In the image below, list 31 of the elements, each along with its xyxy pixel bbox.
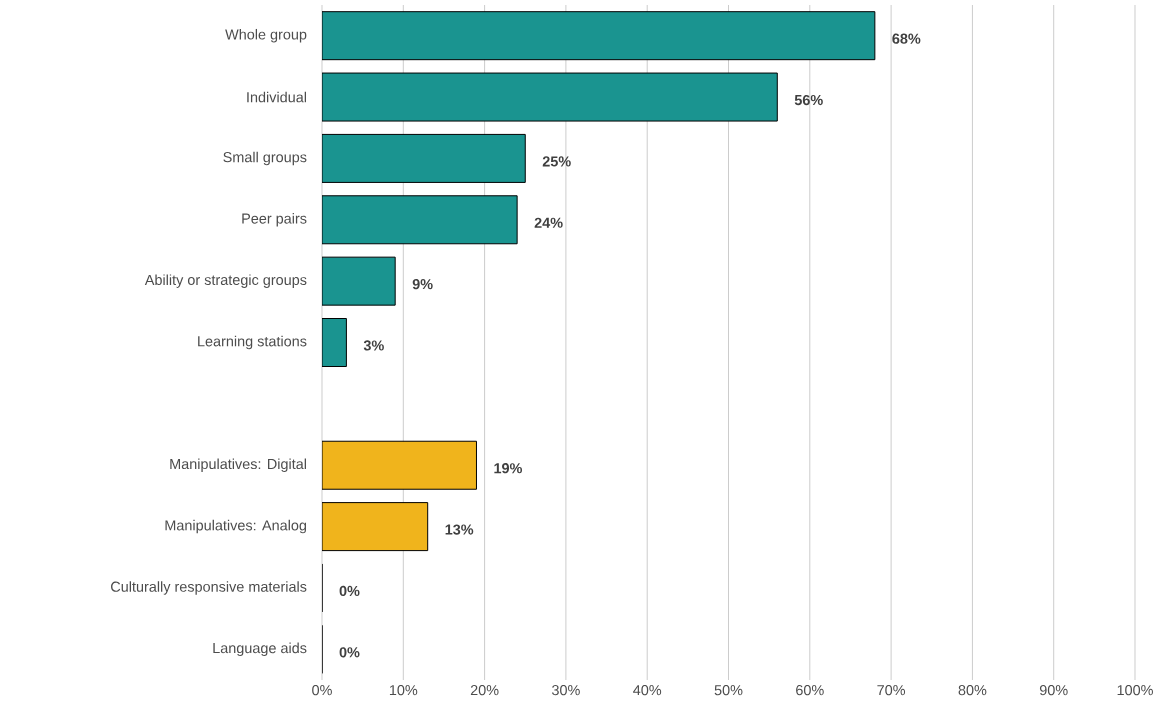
x-tick-label: 40%: [633, 685, 662, 696]
y-tick-label: Culturally responsive materials: [111, 581, 307, 595]
data-label: 0%: [339, 647, 360, 658]
data-label: 25%: [542, 156, 571, 167]
x-tick-label: 60%: [796, 685, 824, 696]
x-tick-label: 50%: [714, 685, 743, 696]
y-tick-label: Individual: [247, 91, 307, 103]
data-label: 0%: [339, 585, 360, 597]
y-tick-label: Whole group: [225, 28, 307, 43]
x-tick-label: 90%: [1039, 685, 1068, 696]
x-tick-label: 80%: [958, 685, 987, 696]
y-tick-label: Peer pairs: [242, 213, 307, 227]
y-tick-label: Ability or strategic groups: [144, 274, 307, 288]
data-label: 68%: [892, 33, 921, 44]
data-label: 56%: [794, 94, 823, 106]
x-tick-label: 20%: [470, 685, 499, 696]
y-tick-label: Manipulatives: Analog: [165, 519, 307, 534]
x-tick-label: 10%: [389, 685, 418, 696]
data-label: 9%: [412, 279, 433, 290]
data-label: 3%: [363, 340, 384, 351]
data-label: 19%: [494, 463, 523, 474]
data-label: 24%: [534, 217, 563, 228]
data-label: 13%: [445, 524, 474, 535]
y-tick-label: Language aids: [213, 642, 307, 657]
y-tick-label: Small groups: [223, 151, 307, 166]
y-tick-label: Learning stations: [198, 335, 307, 350]
x-tick-label: 100%: [1117, 685, 1153, 696]
x-tick-label: 30%: [551, 685, 580, 696]
x-tick-label: 70%: [877, 685, 906, 696]
x-tick-label: 0%: [312, 685, 332, 696]
y-tick-label: Manipulatives: Digital: [170, 458, 306, 472]
